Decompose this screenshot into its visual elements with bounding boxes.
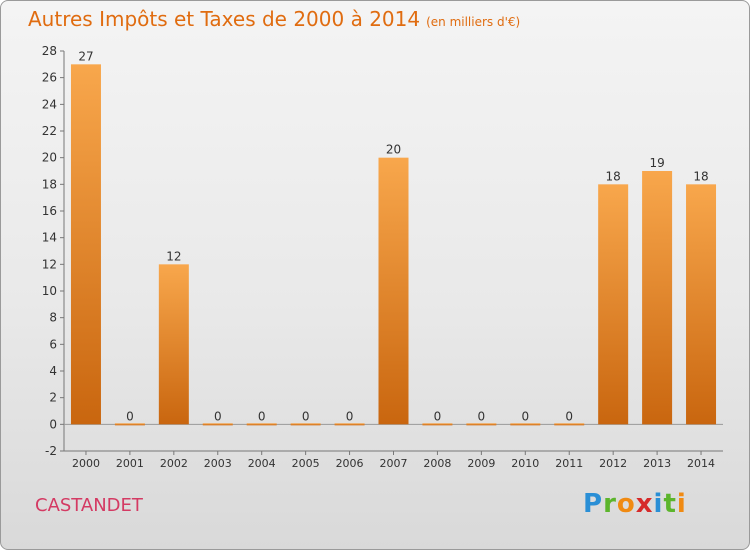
- bar: [598, 184, 629, 425]
- x-tick-label: 2007: [380, 457, 408, 470]
- data-label: 0: [214, 409, 222, 423]
- y-tick-label: 26: [42, 71, 57, 85]
- bar: [554, 423, 585, 426]
- logo-letter: t: [663, 489, 677, 519]
- bar: [70, 64, 101, 425]
- data-label: 18: [693, 169, 708, 183]
- x-tick-label: 2002: [160, 457, 188, 470]
- logo-letter: r: [603, 489, 617, 519]
- x-tick-label: 2004: [248, 457, 276, 470]
- x-tick-label: 2008: [423, 457, 451, 470]
- x-tick-label: 2006: [336, 457, 364, 470]
- y-tick-label: 24: [42, 97, 57, 111]
- y-tick-label: -2: [45, 444, 57, 458]
- data-label: 0: [302, 409, 310, 423]
- bar: [466, 423, 497, 426]
- bar: [246, 423, 277, 426]
- proxiti-logo: Proxiti: [583, 489, 687, 519]
- chart-unit: (en milliers d'€): [426, 15, 521, 29]
- x-tick-label: 2003: [204, 457, 232, 470]
- x-tick-label: 2011: [555, 457, 583, 470]
- commune-name: CASTANDET: [35, 495, 143, 516]
- data-label: 0: [565, 409, 573, 423]
- y-tick-label: 4: [49, 364, 57, 378]
- bar: [290, 423, 321, 426]
- bar: [334, 423, 365, 426]
- x-tick-label: 2005: [292, 457, 320, 470]
- x-tick-label: 2010: [511, 457, 539, 470]
- y-tick-label: 16: [42, 204, 57, 218]
- bar: [686, 184, 717, 425]
- x-tick-label: 2000: [72, 457, 100, 470]
- bar: [114, 423, 145, 426]
- bar: [378, 157, 409, 425]
- data-label: 0: [126, 409, 134, 423]
- data-label: 0: [434, 409, 442, 423]
- y-tick-label: 6: [49, 337, 57, 351]
- y-tick-label: 12: [42, 257, 57, 271]
- data-label: 0: [478, 409, 486, 423]
- logo-letter: P: [583, 489, 604, 519]
- data-label: 0: [521, 409, 529, 423]
- data-label: 18: [606, 169, 621, 183]
- data-label: 12: [166, 249, 181, 263]
- bar: [158, 264, 189, 425]
- data-label: 19: [649, 156, 664, 170]
- y-tick-label: 22: [42, 124, 57, 138]
- chart-title-text: Autres Impôts et Taxes de 2000 à 2014: [28, 7, 421, 31]
- data-label: 20: [386, 143, 401, 157]
- x-tick-label: 2014: [687, 457, 715, 470]
- data-label: 0: [258, 409, 266, 423]
- bar: [422, 423, 453, 426]
- y-tick-label: 2: [49, 391, 57, 405]
- chart-title: Autres Impôts et Taxes de 2000 à 2014 (en…: [28, 7, 520, 31]
- bar: [510, 423, 541, 426]
- x-tick-label: 2001: [116, 457, 144, 470]
- logo-letter: i: [676, 489, 687, 519]
- logo-letter: o: [616, 489, 636, 519]
- y-tick-label: 8: [49, 311, 57, 325]
- logo-letter: i: [653, 489, 664, 519]
- y-tick-label: 20: [42, 151, 57, 165]
- y-tick-label: 0: [49, 417, 57, 431]
- x-tick-label: 2013: [643, 457, 671, 470]
- bar: [202, 423, 233, 426]
- logo-letter: x: [635, 489, 654, 519]
- bar: [642, 171, 673, 425]
- x-tick-label: 2012: [599, 457, 627, 470]
- y-tick-label: 18: [42, 177, 57, 191]
- y-tick-label: 28: [42, 44, 57, 58]
- data-label: 27: [78, 49, 93, 63]
- data-label: 0: [346, 409, 354, 423]
- x-tick-label: 2009: [467, 457, 495, 470]
- y-tick-label: 10: [42, 284, 57, 298]
- y-tick-label: 14: [42, 231, 57, 245]
